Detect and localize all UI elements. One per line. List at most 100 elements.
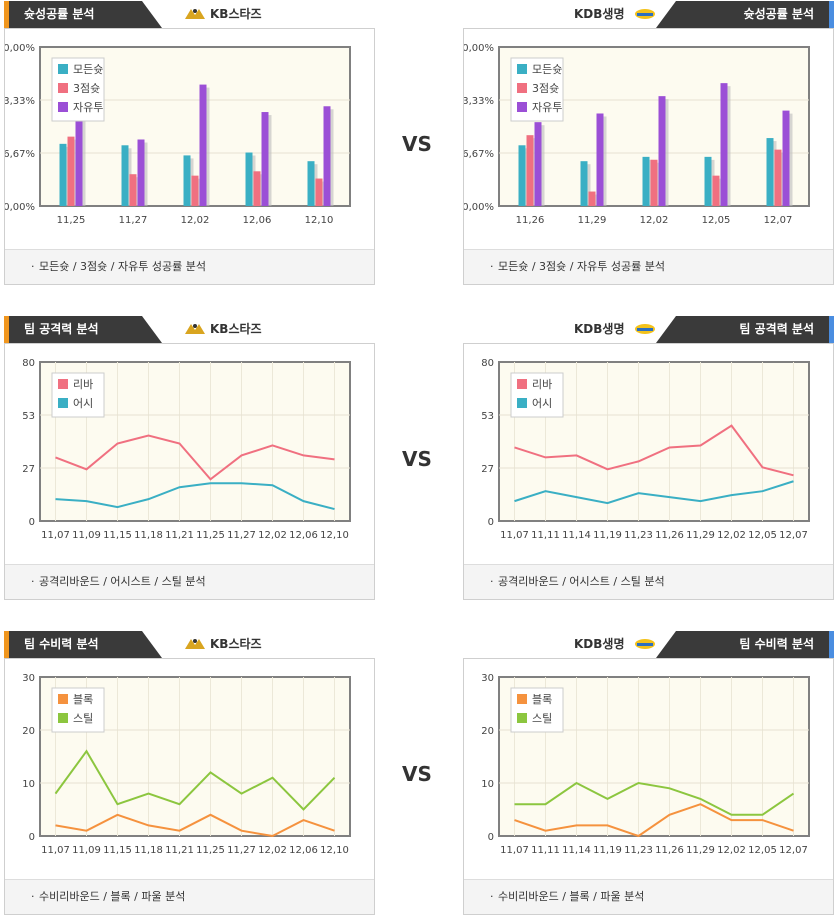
x-tick-label: 12,02 — [717, 530, 746, 541]
y-tick-label: 73,33% — [5, 96, 35, 107]
y-tick-label: 0 — [29, 517, 35, 528]
y-tick-label: 0 — [488, 517, 494, 528]
bar — [712, 175, 720, 206]
x-tick-label: 11,21 — [165, 530, 194, 541]
x-tick-label: 11,11 — [531, 845, 560, 856]
x-tick-label: 12,02 — [258, 530, 287, 541]
bar — [534, 122, 542, 206]
panel-header: 슛성공률 분석 KB스타즈 — [4, 1, 375, 28]
panel-header: KDB생명 팀 수비력 분석 — [463, 631, 834, 658]
y-tick-label: 36,67% — [5, 149, 35, 160]
series-line — [514, 424, 794, 477]
y-tick-label: 20 — [22, 726, 35, 737]
legend-label: 스틸 — [532, 712, 552, 725]
vs-label: VS — [402, 132, 432, 156]
x-tick-label: 11,27 — [227, 530, 256, 541]
offense-left-chart: 0 27 53 80 11,07 11,09 11,15 11,18 11,21 11,25 11,… — [22, 358, 351, 541]
bar — [658, 96, 666, 206]
bar — [129, 174, 137, 206]
y-tick-label: 0,00% — [5, 202, 35, 213]
header-accent — [4, 631, 9, 658]
legend-label: 스틸 — [73, 712, 93, 725]
x-tick-label: 11,15 — [103, 530, 132, 541]
offense-left-panel: 팀 공격력 분석 KB스타즈 0 27 53 80 11,07 11,09 11,15 11,… — [4, 316, 375, 600]
bar — [650, 159, 658, 206]
bullet: · — [490, 575, 494, 588]
x-tick-label: 11,27 — [119, 215, 148, 226]
legend-swatch — [58, 83, 68, 93]
header-bar — [656, 1, 834, 28]
legend-swatch — [58, 102, 68, 112]
header-bar-slant — [142, 1, 162, 28]
bar — [261, 112, 269, 206]
kdb-life-logo-icon — [635, 639, 655, 649]
legend-label: 3점슛 — [532, 82, 559, 95]
x-tick-label: 11,25 — [196, 845, 225, 856]
x-tick-label: 11,26 — [655, 845, 684, 856]
shooting-right-chart: 0,00% 36,67% 73,33% 110,00% 11,26 11,29 12,02 1… — [464, 43, 810, 226]
x-tick-label: 11,26 — [655, 530, 684, 541]
x-tick-label: 11,07 — [41, 530, 70, 541]
section-title: 슛성공률 분석 — [743, 7, 814, 21]
bar — [642, 156, 650, 206]
x-tick-label: 11,27 — [227, 845, 256, 856]
kb-stars-logo-icon — [185, 324, 205, 334]
panel-header: KDB생명 슛성공률 분석 — [463, 1, 834, 28]
y-tick-label: 110,00% — [464, 43, 494, 54]
y-tick-label: 80 — [481, 358, 494, 369]
legend-swatch — [58, 694, 68, 704]
x-tick-label: 11,07 — [500, 530, 529, 541]
vs-label: VS — [402, 762, 432, 786]
header-accent — [4, 1, 9, 28]
header-bar-slant — [142, 631, 162, 658]
series-line — [514, 781, 795, 816]
legend-label: 어시 — [73, 397, 93, 410]
section-title: 팀 공격력 분석 — [24, 322, 99, 336]
bar — [199, 84, 207, 206]
bullet: · — [31, 260, 35, 273]
bar — [596, 113, 604, 206]
x-tick-label: 11,25 — [57, 215, 86, 226]
legend-label: 모든슛 — [532, 63, 562, 76]
team-name: KDB생명 — [574, 322, 625, 336]
defense-left-panel: 팀 수비력 분석 KB스타즈 0 10 20 30 11,07 11,09 11,15 11,… — [4, 631, 375, 915]
legend-label: 자유투 — [532, 101, 562, 114]
x-tick-label: 12,06 — [289, 845, 318, 856]
bar — [766, 138, 774, 206]
shooting-right-panel: KDB생명 슛성공률 분석 0,00% 36,67% 73,33% 110,00% 11… — [463, 1, 834, 285]
section-title: 팀 공격력 분석 — [739, 322, 814, 336]
y-tick-label: 53 — [481, 411, 494, 422]
caption-text: 모든슛 / 3점슛 / 자유투 성공률 분석 — [39, 260, 206, 273]
legend-label: 자유투 — [73, 101, 103, 114]
caption-bar: · 공격리바운드 / 어시스트 / 스틸 분석 — [464, 564, 833, 599]
header-bar-slant — [656, 631, 676, 658]
x-tick-label: 12,05 — [748, 845, 777, 856]
bar — [323, 106, 331, 206]
legend-swatch — [58, 379, 68, 389]
x-tick-label: 12,05 — [702, 215, 731, 226]
caption-text: 수비리바운드 / 블록 / 파울 분석 — [39, 890, 186, 903]
kdb-life-logo-icon — [635, 324, 655, 334]
bar — [183, 155, 191, 206]
header-accent — [829, 316, 834, 343]
caption-bar: · 모든슛 / 3점슛 / 자유투 성공률 분석 — [5, 249, 374, 284]
y-tick-label: 0,00% — [464, 202, 494, 213]
x-tick-label: 12,10 — [320, 845, 349, 856]
section-title: 팀 수비력 분석 — [24, 637, 99, 651]
legend-label: 어시 — [532, 397, 552, 410]
section-title: 슛성공률 분석 — [24, 7, 95, 21]
y-tick-label: 10 — [22, 779, 35, 790]
x-tick-label: 11,18 — [134, 845, 163, 856]
x-tick-label: 11,11 — [531, 530, 560, 541]
series-line — [514, 803, 794, 838]
x-tick-label: 12,07 — [779, 845, 808, 856]
y-tick-label: 27 — [22, 464, 35, 475]
header-bar — [4, 316, 162, 343]
x-tick-label: 12,07 — [779, 530, 808, 541]
team-name: KDB생명 — [574, 7, 625, 21]
bar — [720, 83, 728, 206]
y-tick-label: 36,67% — [464, 149, 494, 160]
y-tick-label: 73,33% — [464, 96, 494, 107]
x-tick-label: 11,15 — [103, 845, 132, 856]
bar — [121, 145, 129, 206]
